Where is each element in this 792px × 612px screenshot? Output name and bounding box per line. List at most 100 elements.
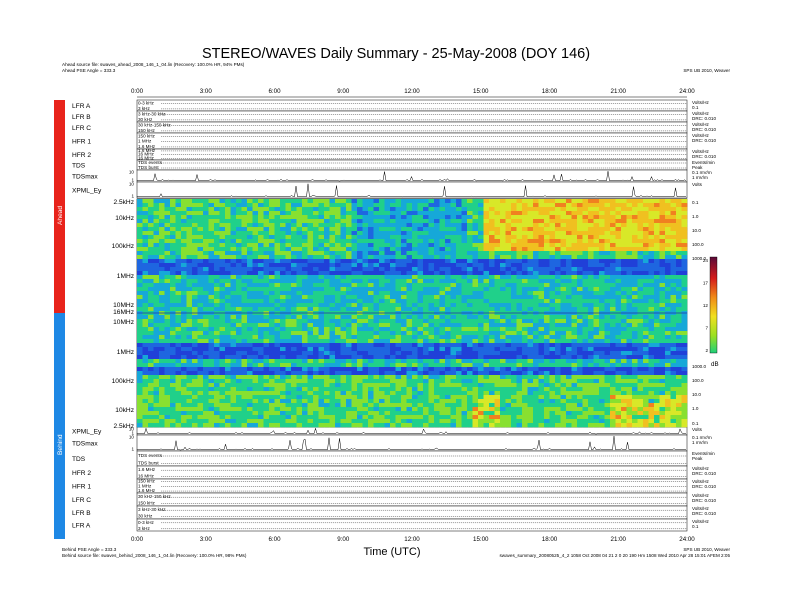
spectrogram-cell	[153, 327, 160, 332]
spectrogram-cell	[351, 255, 358, 260]
bottom-time-axis: 0:00 3:00 6:00 9:00 12:00 15:00 18:00 21:00 24:0…	[131, 529, 695, 543]
spectrogram-cell	[588, 315, 594, 320]
spectrogram-cell	[533, 259, 539, 264]
spectrogram-cell	[335, 283, 341, 288]
spectrogram-cell	[566, 295, 572, 300]
spectrogram-cell	[637, 267, 644, 272]
spectrogram-cell	[549, 211, 556, 216]
spectrogram-cell	[615, 375, 622, 380]
spectrogram-cell	[401, 235, 407, 240]
spectrogram-cell	[456, 351, 462, 356]
spectrogram-cell	[203, 331, 209, 336]
spectrogram-cell	[489, 263, 495, 268]
spectrogram-cell	[445, 299, 451, 304]
spectrogram-cell	[434, 251, 440, 256]
spectrogram-cell	[588, 299, 594, 304]
spectrogram-cell	[379, 231, 385, 236]
spectrogram-cell	[423, 391, 429, 396]
spectrogram-cell	[434, 275, 440, 280]
spectrogram-cell	[159, 315, 165, 320]
spectrogram-cell	[214, 371, 220, 376]
spectrogram-cell	[505, 251, 512, 256]
spectrogram-cell	[203, 367, 209, 372]
spectrogram-cell	[258, 323, 264, 328]
spectrogram-cell	[230, 247, 237, 252]
spectrogram-cell	[395, 295, 402, 300]
spectrogram-cell	[175, 347, 182, 352]
spectrogram-cell	[538, 227, 545, 232]
spectrogram-cell	[307, 287, 314, 292]
spectrogram-cell	[654, 331, 660, 336]
spectrogram-cell	[478, 279, 484, 284]
spectrogram-cell	[566, 247, 572, 252]
spectrogram-cell	[615, 279, 622, 284]
spectrogram-cell	[302, 319, 308, 324]
spectrogram-cell	[681, 371, 688, 376]
spectrogram-cell	[203, 343, 209, 348]
spectrogram-cell	[423, 351, 429, 356]
spectrogram-cell	[500, 319, 506, 324]
spectrogram-cell	[214, 239, 220, 244]
spectrogram-cell	[659, 359, 666, 364]
spectrogram-cell	[439, 283, 446, 288]
spectrogram-cell	[203, 275, 209, 280]
spectrogram-cell	[412, 223, 418, 228]
spectrogram-cell	[175, 231, 182, 236]
spectrogram-cell	[489, 267, 495, 272]
spectrogram-cell	[467, 363, 473, 368]
spectrogram-cell	[142, 371, 149, 376]
spectrogram-cell	[329, 227, 336, 232]
spectrogram-cell	[632, 211, 638, 216]
spectrogram-cell	[192, 387, 198, 392]
spectrogram-cell	[384, 243, 391, 248]
spectrogram-cell	[395, 331, 402, 336]
spectrogram-cell	[538, 307, 545, 312]
spectrogram-cell	[230, 275, 237, 280]
spectrogram-cell	[153, 223, 160, 228]
spectrogram-cell	[390, 279, 396, 284]
spectrogram-cell	[472, 271, 479, 276]
spectrogram-cell	[500, 263, 506, 268]
spectrogram-cell	[412, 375, 418, 380]
spectrogram-cell	[148, 391, 154, 396]
spectrogram-cell	[406, 291, 413, 296]
spectrogram-cell	[500, 279, 506, 284]
spectrogram-cell	[153, 207, 160, 212]
spectrogram-cell	[593, 203, 600, 208]
spectrogram-cell	[269, 339, 275, 344]
spectrogram-cell	[280, 215, 286, 220]
spectrogram-cell	[483, 251, 490, 256]
spectrogram-cell	[483, 231, 490, 236]
spectrogram-cell	[329, 331, 336, 336]
spectrogram-cell	[148, 339, 154, 344]
spectrogram-cell	[423, 295, 429, 300]
spectrogram-cell	[670, 367, 677, 372]
spectrogram-cell	[373, 375, 380, 380]
spectrogram-cell	[170, 199, 176, 204]
spectrogram-cell	[621, 279, 627, 284]
spectrogram-cell	[307, 231, 314, 236]
spectrogram-cell	[346, 219, 352, 224]
spectrogram-cell	[659, 335, 666, 340]
spectrogram-cell	[571, 287, 578, 292]
spectrogram-cell	[401, 207, 407, 212]
spectrogram-cell	[192, 375, 198, 380]
spectrogram-cell	[571, 243, 578, 248]
spectrogram-cell	[582, 255, 589, 260]
spectrogram-cell	[395, 347, 402, 352]
spectrogram-cell	[533, 343, 539, 348]
spectrogram-cell	[263, 319, 270, 324]
spectrogram-cell	[637, 259, 644, 264]
spectrogram-cell	[648, 367, 655, 372]
spectrogram-cell	[483, 323, 490, 328]
spectrogram-cell	[219, 251, 226, 256]
spectrogram-cell	[412, 279, 418, 284]
spectrogram-cell	[318, 235, 325, 240]
spectrogram-cell	[192, 391, 198, 396]
spectrogram-cell	[258, 331, 264, 336]
spectrogram-cell	[148, 335, 154, 340]
spectrogram-cell	[148, 219, 154, 224]
spectrogram-cell	[527, 327, 534, 332]
spectrogram-cell	[401, 387, 407, 392]
spectrogram-cell	[516, 259, 523, 264]
